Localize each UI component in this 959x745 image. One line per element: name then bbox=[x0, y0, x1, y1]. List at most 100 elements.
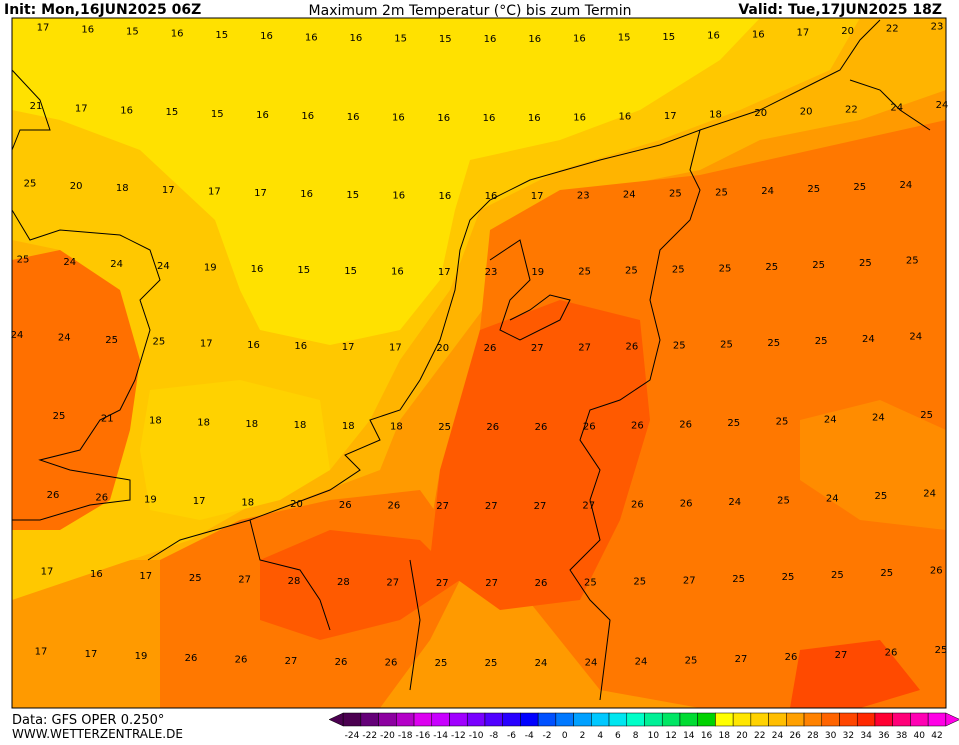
temperature-label: 21 bbox=[30, 101, 43, 112]
band-26-south bbox=[260, 530, 460, 640]
temperature-label: 25 bbox=[767, 338, 780, 349]
temperature-label: 17 bbox=[85, 649, 98, 660]
colorbar-swatch bbox=[839, 712, 858, 727]
temperature-label: 18 bbox=[390, 422, 403, 433]
colorbar-tick-label: 14 bbox=[683, 731, 695, 741]
temperature-label: 16 bbox=[528, 34, 541, 45]
temperature-label: 25 bbox=[782, 572, 795, 583]
temperature-label: 17 bbox=[531, 191, 544, 202]
temperature-label: 16 bbox=[81, 25, 94, 36]
colorbar-swatch bbox=[413, 712, 433, 727]
colorbar-swatch bbox=[679, 712, 698, 727]
temperature-label: 17 bbox=[75, 103, 88, 114]
temperature-label: 25 bbox=[633, 576, 646, 587]
colorbar-swatch bbox=[874, 712, 893, 727]
temperature-label: 15 bbox=[215, 30, 228, 41]
coast-continent bbox=[147, 129, 701, 701]
temperature-label: 27 bbox=[436, 501, 449, 512]
temperature-label: 26 bbox=[680, 498, 693, 509]
colorbar-tick-label: -12 bbox=[451, 731, 466, 741]
temperature-label: 27 bbox=[485, 501, 498, 512]
map-frame bbox=[11, 17, 947, 709]
colorbar-swatch bbox=[449, 712, 468, 727]
temperature-label: 23 bbox=[931, 21, 944, 32]
temperature-label: 24 bbox=[635, 656, 648, 667]
temperature-label: 25 bbox=[720, 339, 733, 350]
colorbar-swatch bbox=[396, 712, 415, 727]
colorbar-swatch bbox=[573, 712, 592, 727]
band-28-east bbox=[790, 640, 920, 708]
temperature-label: 25 bbox=[853, 182, 866, 193]
temperature-label: 25 bbox=[815, 336, 828, 347]
colorbar-swatch bbox=[768, 712, 787, 727]
coast-england bbox=[11, 69, 161, 521]
colorbar-tick-label: -22 bbox=[362, 731, 377, 741]
temperature-label: 17 bbox=[162, 185, 175, 196]
colorbar-tick-label: -8 bbox=[489, 731, 498, 741]
temperature-label: 27 bbox=[285, 656, 298, 667]
temperature-label: 25 bbox=[715, 187, 728, 198]
temperature-label: 26 bbox=[388, 501, 401, 512]
temperature-label: 17 bbox=[254, 188, 267, 199]
temperature-label: 15 bbox=[166, 107, 179, 118]
temperature-label: 25 bbox=[673, 341, 686, 352]
colorbar-swatch bbox=[644, 712, 663, 727]
temperature-label: 27 bbox=[436, 578, 449, 589]
temperature-label: 17 bbox=[342, 342, 355, 353]
temperature-label: 25 bbox=[935, 645, 948, 656]
temperature-label: 25 bbox=[859, 258, 872, 269]
temperature-label: 25 bbox=[812, 260, 825, 271]
temperature-label: 25 bbox=[906, 256, 919, 267]
colorbar-tick-label: 2 bbox=[580, 731, 586, 741]
temperature-label: 24 bbox=[909, 331, 922, 342]
temperature-label: 25 bbox=[672, 265, 685, 276]
temperature-label: 24 bbox=[157, 261, 170, 272]
coastlines bbox=[11, 19, 931, 701]
temperature-label: 16 bbox=[251, 264, 264, 275]
colorbar-swatch bbox=[484, 712, 503, 727]
temperature-label: 15 bbox=[211, 109, 224, 120]
temperature-label: 16 bbox=[171, 28, 184, 39]
temperature-label: 26 bbox=[631, 420, 644, 431]
temperature-label: 23 bbox=[485, 267, 498, 278]
temperature-label: 24 bbox=[862, 334, 875, 345]
temperature-label: 25 bbox=[875, 491, 888, 502]
temperature-label: 24 bbox=[890, 102, 903, 113]
temperature-label: 27 bbox=[582, 500, 595, 511]
temperature-label: 26 bbox=[785, 652, 798, 663]
temperature-label: 15 bbox=[346, 190, 359, 201]
temperature-label: 17 bbox=[438, 267, 451, 278]
temperature-label: 26 bbox=[885, 648, 898, 659]
temperature-label: 23 bbox=[577, 190, 590, 201]
temperature-label: 27 bbox=[683, 575, 696, 586]
temperature-label: 16 bbox=[437, 113, 450, 124]
temperature-label: 19 bbox=[144, 494, 157, 505]
map-title: Maximum 2m Temperatur (°C) bis zum Termi… bbox=[309, 3, 632, 19]
temperature-label: 16 bbox=[439, 191, 452, 202]
temperature-label: 17 bbox=[193, 496, 206, 507]
coast-ijsselmeer bbox=[489, 239, 571, 341]
colorbar-tick-label: 18 bbox=[719, 731, 731, 741]
colorbar-tick-label: 34 bbox=[860, 731, 872, 741]
colorbar-tick-label: 12 bbox=[665, 731, 676, 741]
temperature-label: 27 bbox=[386, 578, 399, 589]
temperature-label: 20 bbox=[290, 499, 303, 510]
temperature-label: 27 bbox=[534, 501, 547, 512]
channel-yellow bbox=[140, 380, 330, 520]
sea-yellow bbox=[12, 18, 760, 345]
init-time: Init: Mon,16JUN2025 06Z bbox=[4, 2, 201, 18]
temperature-label: 18 bbox=[709, 110, 722, 121]
temperature-label: 16 bbox=[483, 113, 496, 124]
temperature-label: 18 bbox=[294, 420, 307, 431]
colorbar-swatch bbox=[661, 712, 681, 727]
temperature-label: 15 bbox=[126, 27, 139, 38]
temperature-label: 15 bbox=[618, 33, 631, 44]
colorbar-swatch bbox=[892, 712, 911, 727]
colorbar-swatch bbox=[803, 712, 823, 727]
borders bbox=[249, 519, 421, 691]
temperature-label: 16 bbox=[256, 110, 269, 121]
colorbar: -24 -22 -20 -18 -16 -14 -12 -10 -8 -6 -4 -2 0 2 4 6 8 10 1… bbox=[328, 712, 959, 741]
temperature-label: 16 bbox=[120, 105, 133, 116]
temperature-label: 19 bbox=[135, 651, 148, 662]
temperature-label: 15 bbox=[394, 34, 407, 45]
